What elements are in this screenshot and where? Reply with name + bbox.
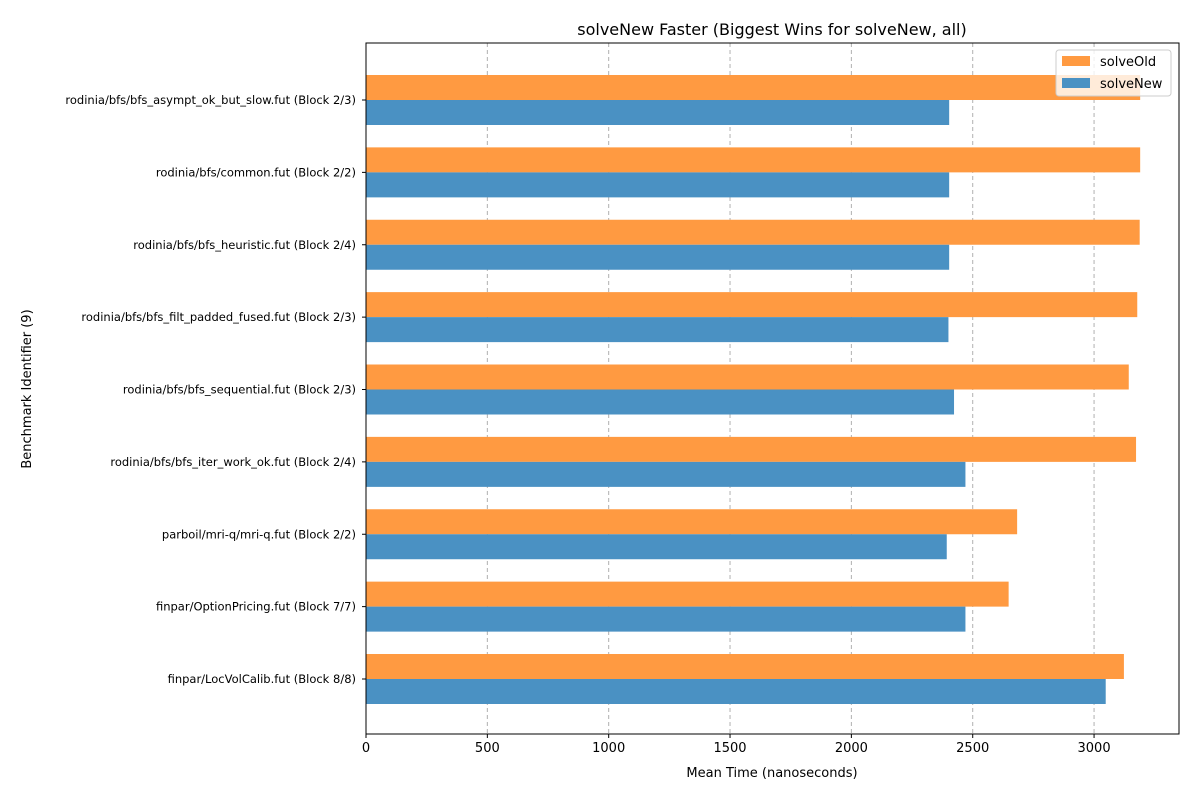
y-tick-label: rodinia/bfs/bfs_heuristic.fut (Block 2/4… — [133, 238, 356, 252]
bar-solvenew — [366, 679, 1106, 704]
bar-solveold — [366, 147, 1141, 173]
bar-solveold — [366, 436, 1137, 462]
x-tick-label: 500 — [475, 741, 500, 756]
y-axis-label: Benchmark Identifier (9) — [20, 309, 35, 468]
y-tick-label: finpar/LocVolCalib.fut (Block 8/8) — [168, 672, 356, 686]
y-tick-label: parboil/mri-q/mri-q.fut (Block 2/2) — [162, 527, 356, 541]
legend-label: solveNew — [1100, 77, 1163, 92]
y-tick-label: rodinia/bfs/common.fut (Block 2/2) — [156, 165, 356, 179]
bar-solveold — [366, 292, 1138, 318]
x-tick-label: 2000 — [835, 741, 868, 756]
x-axis-label: Mean Time (nanoseconds) — [686, 766, 857, 781]
legend-label: solveOld — [1100, 55, 1156, 70]
chart-title: solveNew Faster (Biggest Wins for solveN… — [577, 20, 967, 39]
bar-solveold — [366, 364, 1129, 390]
x-tick-label: 0 — [362, 741, 370, 756]
bar-solveold — [366, 654, 1124, 679]
x-tick-label: 1500 — [713, 741, 746, 756]
bar-solvenew — [366, 461, 966, 487]
y-tick-label: rodinia/bfs/bfs_sequential.fut (Block 2/… — [123, 383, 356, 397]
bar-solveold — [366, 509, 1018, 535]
y-ticks: rodinia/bfs/bfs_asympt_ok_but_slow.fut (… — [65, 93, 366, 686]
bar-solveold — [366, 219, 1140, 245]
bar-solvenew — [366, 389, 955, 415]
bar-solvenew — [366, 244, 950, 270]
bar-solveold — [366, 581, 1009, 607]
x-ticks: 0 500 1000 1500 2000 2500 3000 — [362, 734, 1111, 756]
y-tick-label: rodinia/bfs/bfs_asympt_ok_but_slow.fut (… — [65, 93, 356, 107]
bar-solvenew — [366, 317, 949, 343]
bar-solvenew — [366, 534, 947, 560]
legend: solveOld solveNew — [1055, 49, 1172, 97]
bars — [366, 75, 1141, 704]
bar-solveold — [366, 75, 1141, 100]
bar-solvenew — [366, 606, 966, 632]
legend-swatch — [1062, 78, 1090, 88]
x-tick-label: 1000 — [592, 741, 625, 756]
y-tick-label: rodinia/bfs/bfs_filt_padded_fused.fut (B… — [81, 310, 356, 324]
legend-swatch — [1062, 56, 1090, 66]
x-tick-label: 2500 — [956, 741, 989, 756]
bar-solvenew — [366, 172, 950, 198]
bar-solvenew — [366, 100, 950, 125]
y-tick-label: finpar/OptionPricing.fut (Block 7/7) — [156, 600, 356, 614]
plot-frame — [365, 42, 1180, 735]
y-tick-label: rodinia/bfs/bfs_iter_work_ok.fut (Block … — [110, 455, 356, 469]
x-tick-label: 3000 — [1078, 741, 1111, 756]
